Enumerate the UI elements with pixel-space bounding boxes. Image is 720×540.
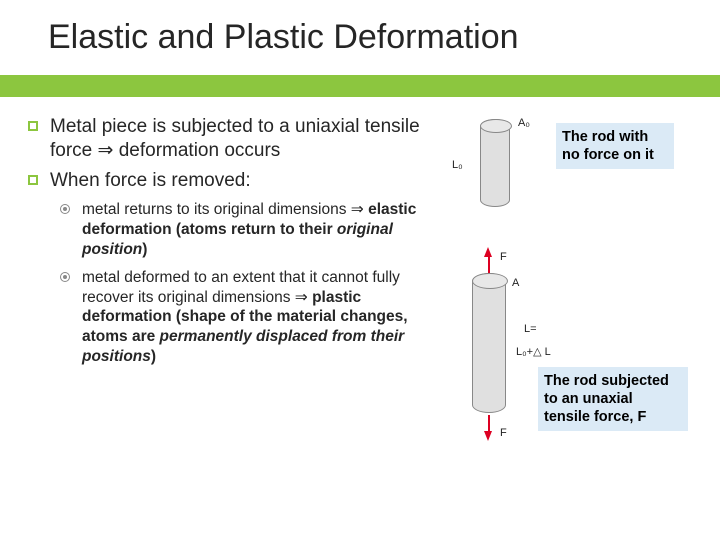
rod-loaded-icon [472, 273, 506, 413]
force-arrow-down-icon [484, 431, 492, 441]
sub-bullet-1: metal returns to its original dimensions… [60, 200, 420, 259]
caption-no-force: The rod with no force on it [556, 123, 674, 169]
sub1-a: metal returns to its original dimensions… [82, 201, 368, 218]
diagram-column: A₀ L₀ The rod with no force on it F A L=… [420, 115, 700, 485]
bullet-1: Metal piece is subjected to a uniaxial t… [22, 115, 420, 163]
force-arrow-up-icon [484, 247, 492, 257]
force-arrow-up-stem [488, 255, 490, 273]
accent-bar [0, 75, 720, 97]
square-bullet-icon [28, 175, 38, 185]
label-F-top: F [500, 251, 507, 263]
circle-bullet-icon [60, 204, 70, 214]
label-A: A [512, 277, 519, 289]
bullet-2: When force is removed: metal returns to … [22, 169, 420, 367]
label-Lsum: L₀+△ L [516, 345, 551, 358]
diagram-with-force: F A L= L₀+△ L F The rod subjected to an … [420, 255, 680, 485]
label-F-bottom: F [500, 427, 507, 439]
diagram-no-force: A₀ L₀ The rod with no force on it [420, 119, 680, 249]
caption-with-force: The rod subjected to an unaxial tensile … [538, 367, 688, 431]
sub-bullet-2: metal deformed to an extent that it cann… [60, 268, 420, 367]
label-L0: L₀ [452, 159, 463, 171]
content-row: Metal piece is subjected to a uniaxial t… [0, 97, 720, 485]
slide-title: Elastic and Plastic Deformation [0, 0, 720, 57]
sub2-d: ) [151, 348, 156, 365]
circle-bullet-icon [60, 272, 70, 282]
text-column: Metal piece is subjected to a uniaxial t… [0, 115, 420, 485]
rod-unloaded-icon [480, 119, 510, 207]
bullet-2-text: When force is removed: [50, 170, 251, 191]
square-bullet-icon [28, 121, 38, 131]
sub1-d: ) [142, 241, 147, 258]
bullet-1-text: Metal piece is subjected to a uniaxial t… [50, 116, 420, 161]
label-Leq: L= [524, 323, 537, 335]
label-A0: A₀ [518, 117, 530, 129]
